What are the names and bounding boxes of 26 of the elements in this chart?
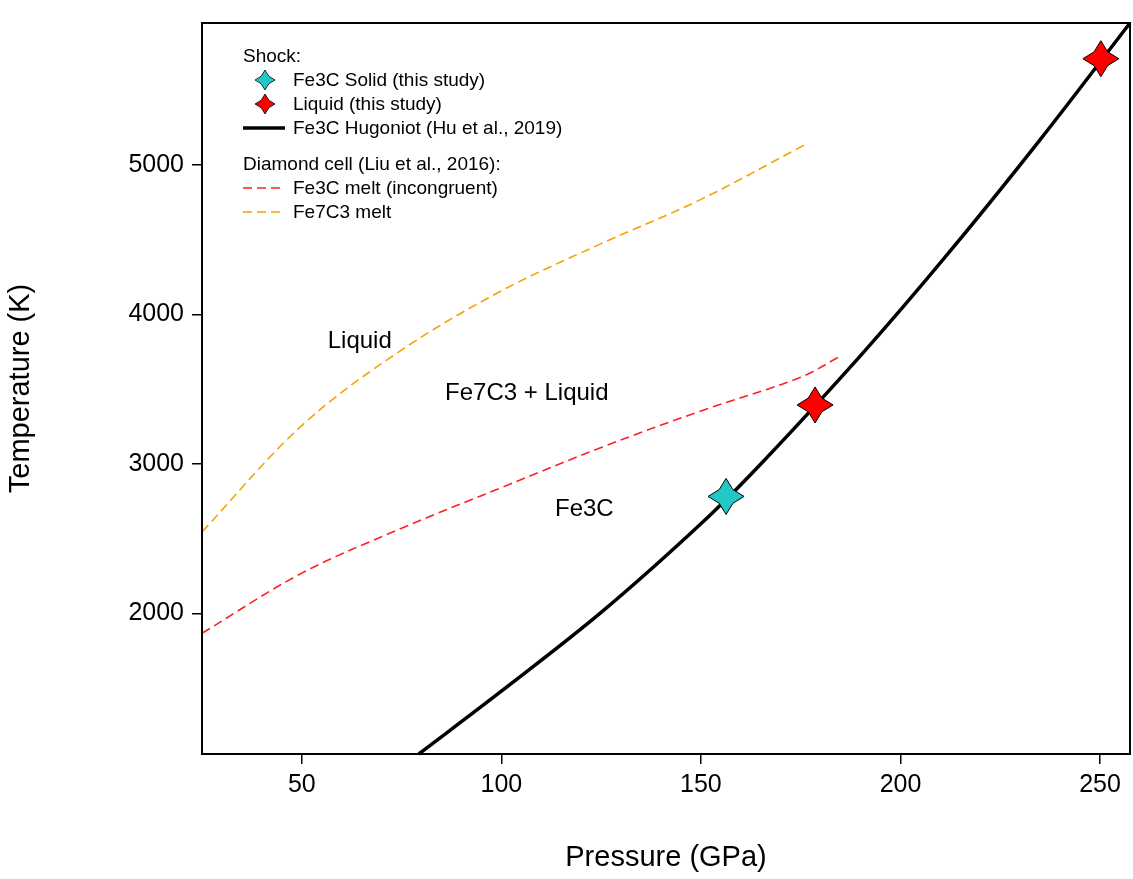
point: [707, 477, 745, 515]
y-tick-label: 2000: [128, 597, 184, 626]
point: [1082, 40, 1120, 78]
x-tick-label: 100: [480, 768, 523, 797]
point: [796, 386, 834, 424]
legend-label: Liquid (this study): [293, 92, 442, 116]
annotation: Liquid: [327, 325, 392, 353]
annotation: Fe7C3 + Liquid: [445, 377, 609, 405]
line-series: [201, 144, 805, 533]
legend-label: Fe3C melt (incongruent): [293, 176, 498, 200]
y-tick-label: 5000: [128, 148, 184, 177]
legend-title: Shock:: [243, 44, 303, 68]
x-tick-label: 50: [287, 768, 316, 797]
line-series: [201, 356, 840, 635]
legend-label: Fe3C Solid (this study): [293, 68, 486, 92]
annotation: Fe3C: [554, 494, 614, 522]
x-tick-label: 150: [680, 768, 722, 797]
legend-label: Fe3C Hugoniot (Hu et al., 2019): [293, 116, 563, 140]
y-tick-label: 4000: [128, 298, 184, 327]
legend-label: Fe7C3 melt: [293, 200, 392, 224]
x-tick-label: 250: [1079, 768, 1121, 797]
y-tick-label: 3000: [128, 447, 184, 476]
x-tick-label: 200: [879, 768, 922, 797]
annotation: Diamond cell (Liu et al., 2016):: [243, 152, 502, 176]
y-axis-title: Temperature (K): [3, 283, 36, 494]
x-axis-title: Pressure (GPa): [565, 839, 767, 872]
